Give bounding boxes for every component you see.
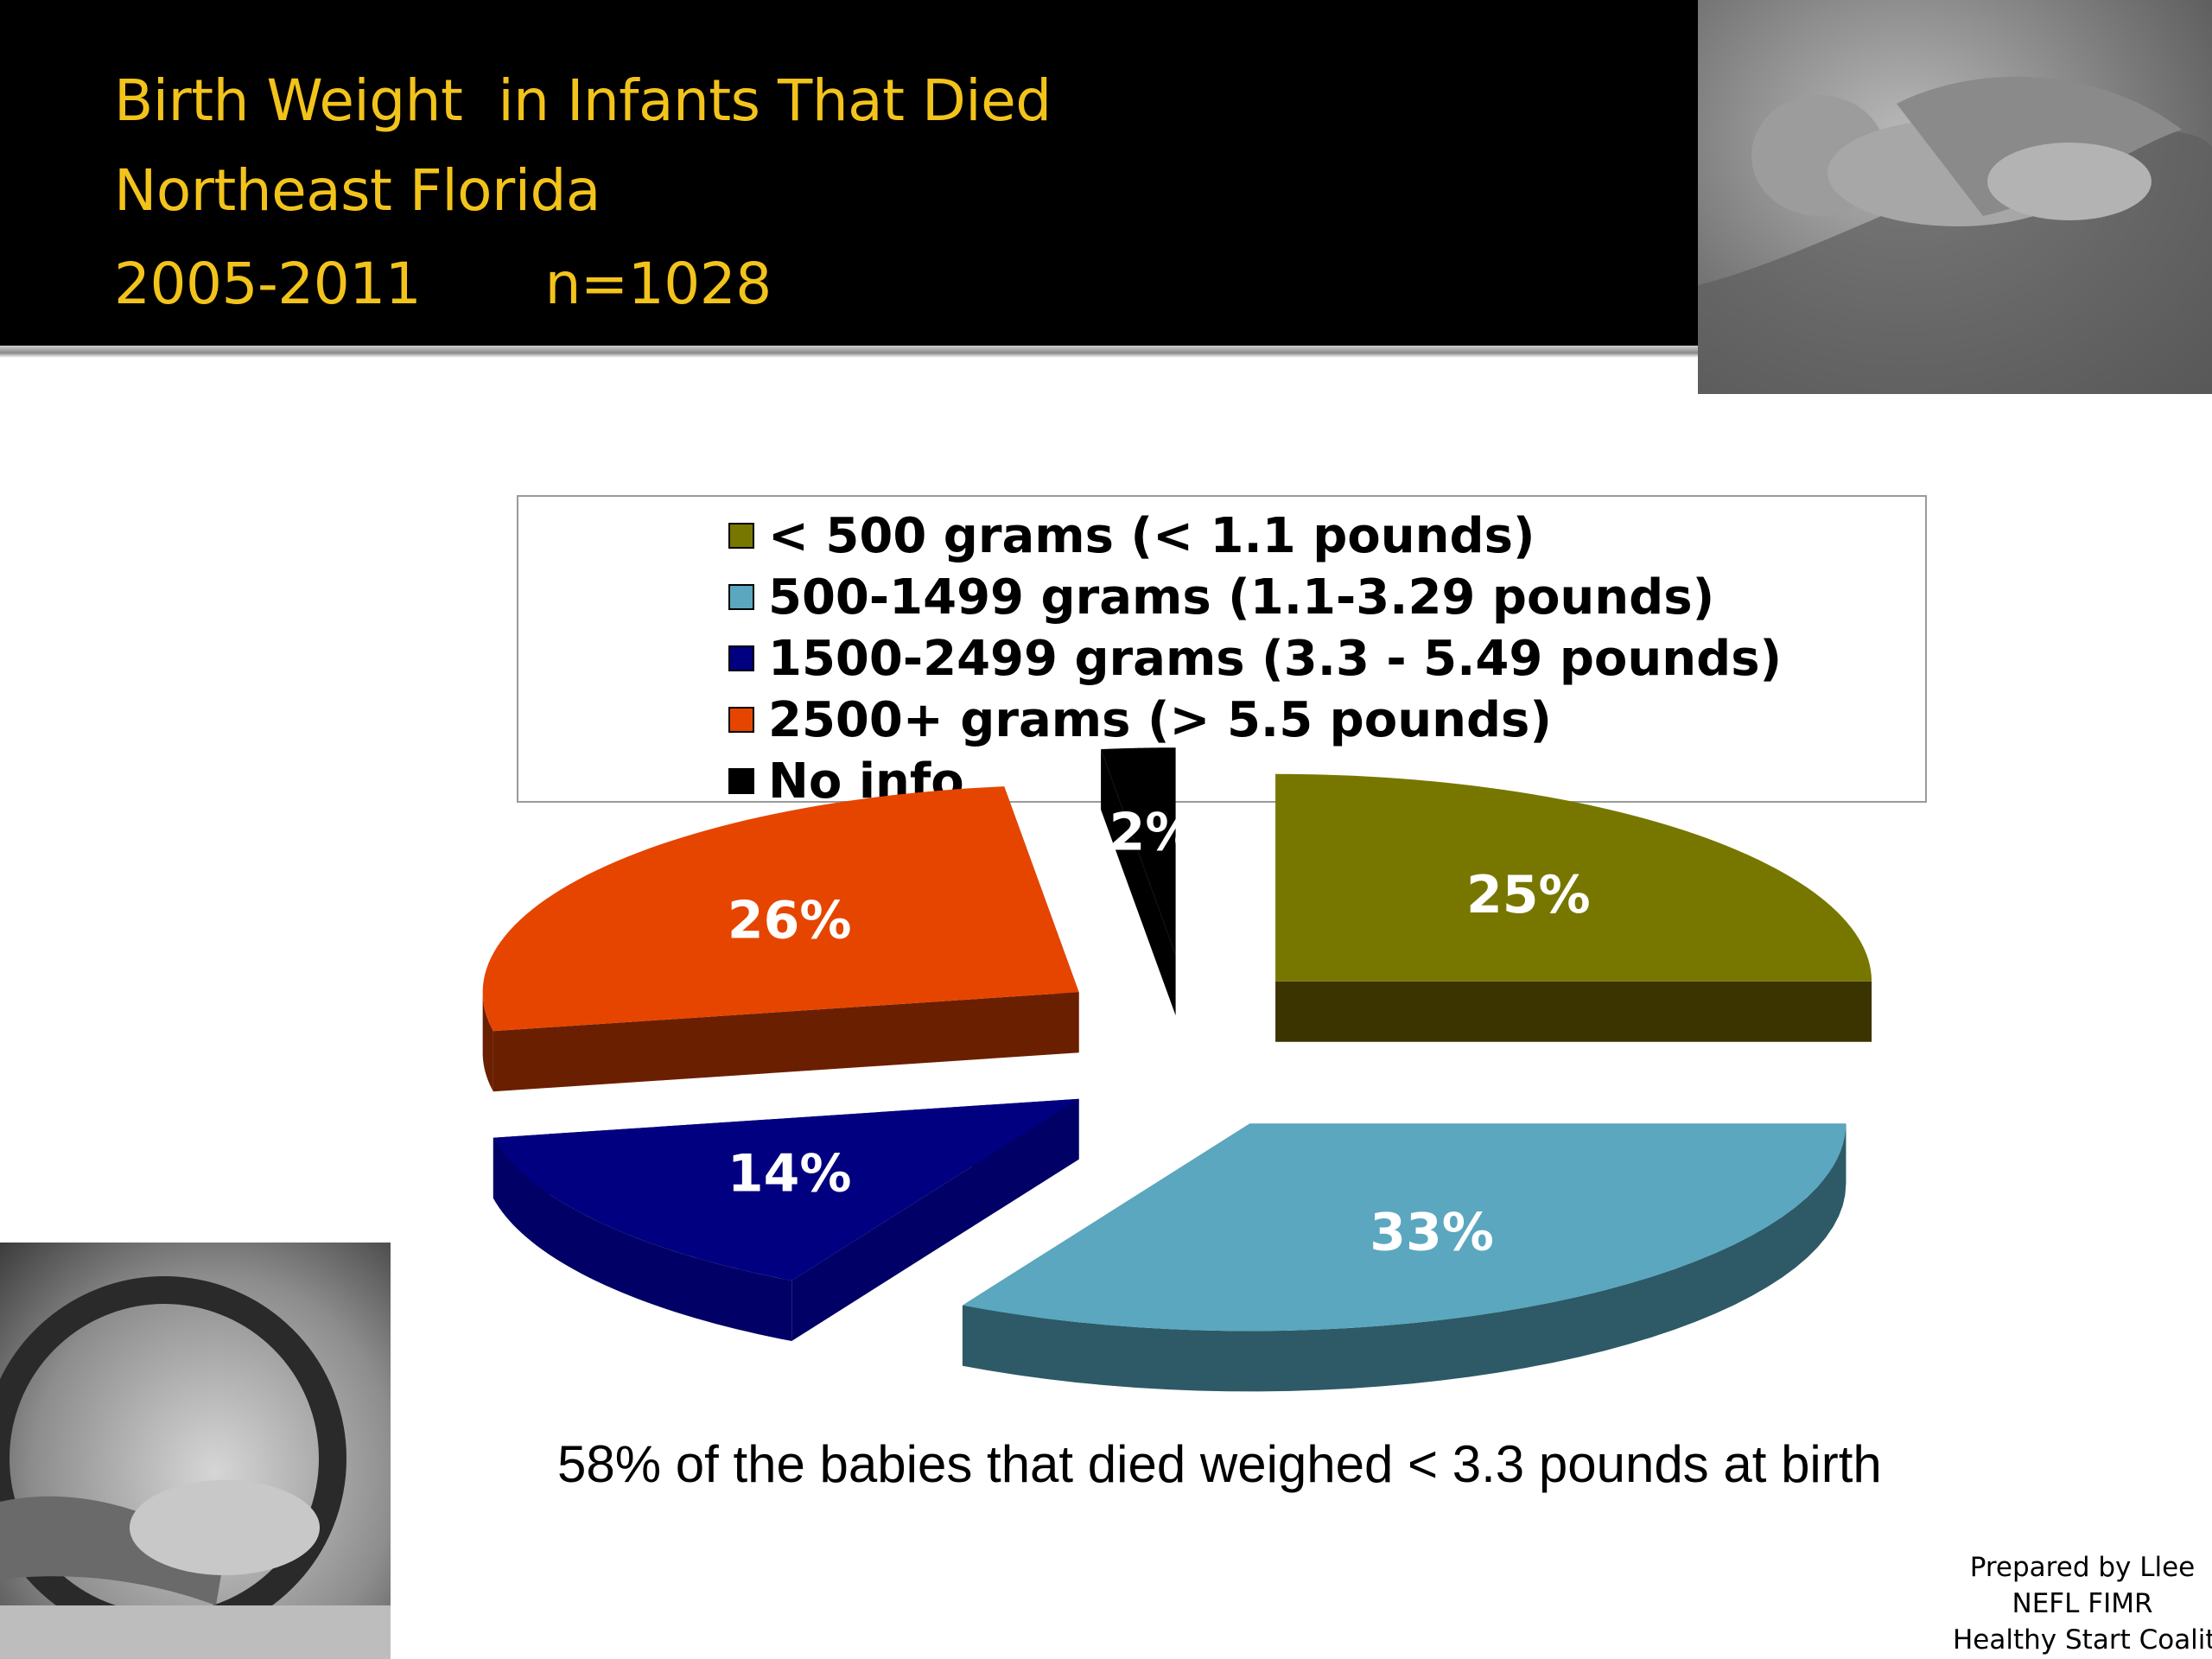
pie-data-label: 2%: [1109, 802, 1198, 862]
pie-slice: [1101, 747, 1176, 1016]
legend-swatch: [728, 523, 754, 549]
pie-data-label: 33%: [1370, 1202, 1494, 1262]
credit-block: Prepared by Llee NEFL FIMR Healthy Start…: [1953, 1549, 2212, 1658]
slide-title-line-1: Birth Weight in Infants That Died: [114, 67, 1052, 134]
pie-slice-rim: [482, 992, 493, 1092]
legend-entry: 2500+ grams (> 5.5 pounds): [728, 690, 1552, 750]
photo-infant-in-incubator-icon: [0, 1243, 391, 1659]
legend-entry: 1500-2499 grams (3.3 - 5.49 pounds): [728, 628, 1782, 689]
legend-entry: < 500 grams (< 1.1 pounds): [728, 505, 1535, 566]
pie-data-label: 14%: [728, 1143, 852, 1204]
pie-slice-rim: [493, 1137, 792, 1342]
credit-line: Healthy Start Coalition: [1953, 1624, 2212, 1656]
pie-slice-top: [493, 1098, 1079, 1281]
legend-swatch: [728, 707, 754, 733]
credit-line: NEFL FIMR: [2012, 1588, 2153, 1619]
legend-swatch: [728, 768, 754, 794]
pie-slice: [482, 786, 1079, 1092]
legend-label: 2500+ grams (> 5.5 pounds): [768, 691, 1552, 748]
slide-title-line-2: Northeast Florida: [114, 157, 601, 224]
credit-line: Prepared by Llee: [1969, 1552, 2196, 1583]
pie-slice-wall: [1275, 981, 1872, 1042]
pie-data-label: 25%: [1466, 865, 1591, 925]
pie-slice: [493, 1098, 1079, 1342]
photo-infant-in-hand-icon: [1698, 0, 2212, 394]
title-divider: [0, 346, 1698, 358]
pie-slice: [962, 1123, 1847, 1392]
legend-label: 1500-2499 grams (3.3 - 5.49 pounds): [768, 630, 1783, 687]
slide-title-line-3: 2005-2011 n=1028: [114, 251, 772, 317]
pie-data-label: 26%: [728, 891, 852, 951]
legend-label: 500-1499 grams (1.1-3.29 pounds): [768, 569, 1715, 626]
legend-swatch: [728, 645, 754, 671]
pie-slice-top: [962, 1123, 1847, 1332]
pie-slice-wall: [493, 992, 1079, 1092]
pie-slice-wall: [1101, 749, 1176, 1016]
legend-label: < 500 grams (< 1.1 pounds): [768, 507, 1535, 564]
pie-slice-top: [1275, 773, 1872, 982]
legend-swatch: [728, 584, 754, 610]
chart-caption: 58% of the babies that died weighed < 3.…: [557, 1435, 1882, 1493]
pie-slice: [1275, 773, 1872, 1042]
pie-slice-top: [482, 786, 1079, 1032]
legend-entry: 500-1499 grams (1.1-3.29 pounds): [728, 567, 1714, 627]
chart-legend: < 500 grams (< 1.1 pounds) 500-1499 gram…: [517, 495, 1927, 810]
title-band: [0, 0, 1698, 346]
pie-slice-top: [1101, 747, 1176, 956]
pie-slice-rim: [962, 1123, 1847, 1392]
